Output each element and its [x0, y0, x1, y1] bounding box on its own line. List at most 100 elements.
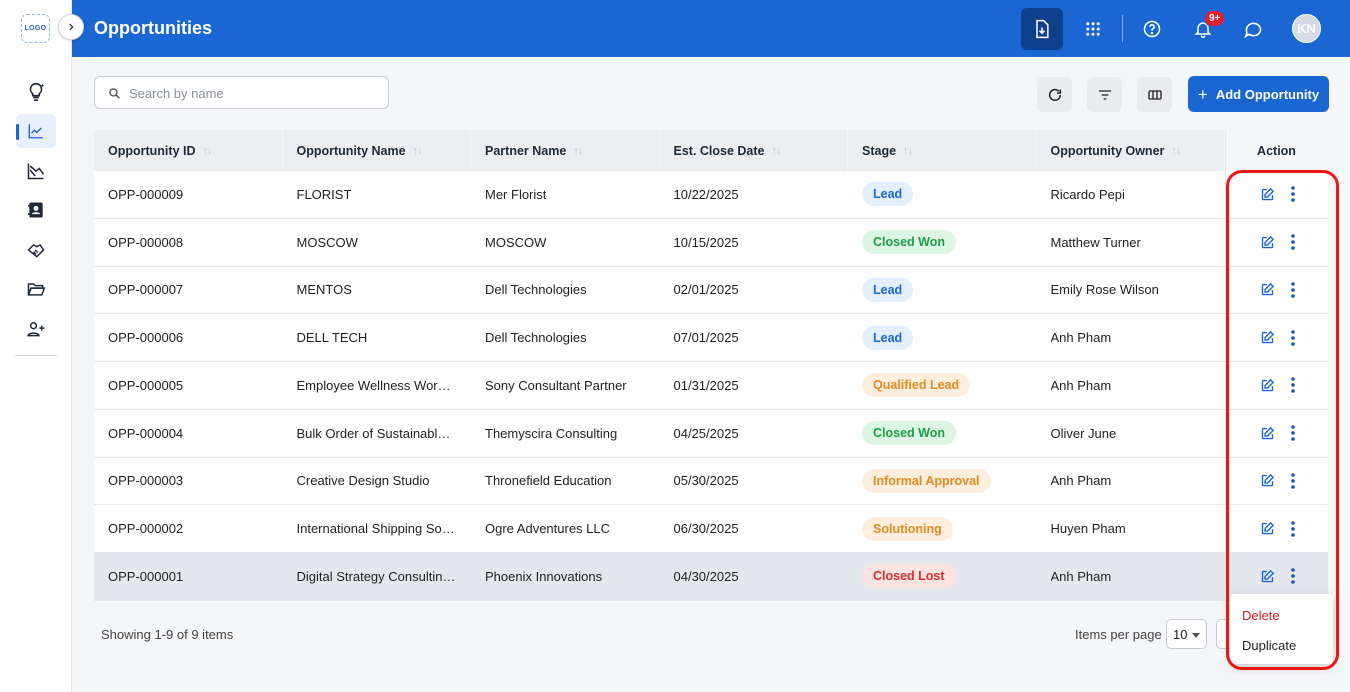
sidebar-item-opportunities[interactable] [0, 112, 72, 152]
cell-opportunity-name: International Shipping Solu... [283, 505, 472, 552]
stage-badge: Closed Lost [862, 564, 956, 589]
sidebar-item-reports[interactable] [0, 151, 72, 191]
cell-partner-name: Ogre Adventures LLC [471, 505, 660, 552]
more-options-button[interactable] [1290, 186, 1295, 203]
import-button[interactable] [1021, 8, 1063, 50]
cell-est-close-date: 01/31/2025 [660, 362, 849, 409]
edit-button[interactable] [1260, 473, 1275, 488]
items-per-page-label: Items per page [1075, 627, 1162, 642]
notification-badge: 9+ [1204, 10, 1226, 27]
table-row[interactable]: OPP-000001 Digital Strategy Consulting...… [94, 553, 1328, 601]
edit-button[interactable] [1260, 521, 1275, 536]
refresh-button[interactable] [1037, 77, 1072, 112]
cell-opportunity-name: Creative Design Studio [283, 458, 472, 505]
items-per-page-value: 10 [1173, 626, 1188, 642]
table-row[interactable]: OPP-000003 Creative Design Studio Thronefi… [94, 457, 1328, 506]
edit-icon [1261, 235, 1274, 248]
table-row[interactable]: OPP-000009 FLORIST Mer Florist 10/22/2025 Le… [94, 171, 1328, 219]
cell-partner-name-text: MOSCOW [485, 234, 547, 250]
add-opportunity-button[interactable]: + Add Opportunity [1188, 76, 1329, 112]
sidebar-item-contacts[interactable] [0, 191, 72, 231]
table-row[interactable]: OPP-000008 MOSCOW MOSCOW 10/15/2025 Closed W… [94, 218, 1328, 267]
header-divider [1122, 15, 1123, 42]
column-header-stage[interactable]: Stage ↑↓ [848, 130, 1037, 171]
cell-opportunity-id-text: OPP-000003 [108, 473, 184, 489]
table-row[interactable]: OPP-000007 MENTOS Dell Technologies 02/01/2… [94, 266, 1328, 315]
edit-button[interactable] [1260, 330, 1275, 345]
search-input[interactable] [129, 83, 379, 103]
cell-action [1225, 362, 1328, 409]
cell-opportunity-id-text: OPP-000005 [108, 377, 184, 393]
edit-button[interactable] [1260, 282, 1275, 297]
user-avatar[interactable]: KN [1292, 14, 1321, 43]
cell-opportunity-id: OPP-000008 [94, 219, 283, 266]
column-header-opportunity-id[interactable]: Opportunity ID ↑↓ [94, 130, 283, 171]
opportunities-table: Opportunity ID ↑↓ Opportunity Name ↑↓ Part… [94, 130, 1328, 601]
cell-opportunity-id: OPP-000009 [94, 171, 283, 218]
edit-button[interactable] [1260, 187, 1275, 202]
more-options-button[interactable] [1290, 234, 1295, 250]
cell-action [1225, 218, 1328, 266]
row-actions-menu: Delete Duplicate [1230, 594, 1333, 664]
cell-opportunity-owner-text: Anh Pham [1050, 377, 1112, 393]
columns-icon [1147, 89, 1162, 100]
cell-opportunity-owner-text: Anh Pham [1050, 473, 1112, 489]
more-options-button[interactable] [1290, 568, 1295, 585]
duplicate-menu-item[interactable]: Duplicate [1242, 638, 1297, 653]
filter-button[interactable] [1087, 77, 1122, 112]
add-user-icon [16, 312, 56, 346]
edit-icon [1261, 187, 1274, 201]
cell-opportunity-id-text: OPP-000001 [108, 568, 184, 584]
column-header-est-close-date[interactable]: Est. Close Date ↑↓ [660, 130, 848, 171]
delete-menu-item[interactable]: Delete [1242, 608, 1280, 623]
more-options-button[interactable] [1290, 520, 1295, 537]
cell-partner-name-text: Mer Florist [485, 186, 547, 202]
more-options-button[interactable] [1290, 473, 1295, 489]
cell-est-close-date-text: 04/25/2025 [673, 425, 739, 441]
table-row[interactable]: OPP-000002 International Shipping Solu...… [94, 505, 1328, 553]
sidebar-item-add-user[interactable] [0, 309, 72, 349]
cell-opportunity-owner: Huyen Pham [1037, 505, 1226, 552]
edit-icon [1261, 426, 1274, 439]
edit-button[interactable] [1260, 378, 1275, 393]
more-options-button[interactable] [1290, 425, 1295, 441]
table-row[interactable]: OPP-000004 Bulk Order of Sustainable ... T… [94, 409, 1328, 458]
chat-button[interactable] [1232, 8, 1274, 50]
edit-button[interactable] [1260, 569, 1275, 584]
table-row[interactable]: OPP-000005 Employee Wellness Works... Sony… [94, 362, 1328, 410]
items-per-page-select[interactable]: 10 [1166, 619, 1207, 649]
columns-button[interactable] [1137, 77, 1172, 112]
more-vertical-icon [1290, 186, 1295, 203]
sidebar-item-ideas[interactable] [0, 72, 72, 112]
cell-est-close-date-text: 10/22/2025 [673, 186, 739, 202]
sidebar-item-documents[interactable] [0, 270, 72, 310]
cell-opportunity-owner-text: Matthew Turner [1050, 234, 1141, 250]
edit-button[interactable] [1260, 235, 1275, 250]
help-button[interactable] [1131, 8, 1173, 50]
edit-button[interactable] [1260, 426, 1275, 441]
cell-partner-name: Mer Florist [471, 171, 660, 218]
table-body: OPP-000009 FLORIST Mer Florist 10/22/2025 Le… [94, 171, 1328, 601]
cell-est-close-date: 07/01/2025 [660, 314, 849, 361]
cell-opportunity-id-text: OPP-000007 [108, 282, 184, 298]
edit-icon [1261, 522, 1274, 535]
sidebar-item-deals[interactable] [0, 230, 72, 270]
column-header-opportunity-owner[interactable]: Opportunity Owner ↑↓ [1037, 130, 1225, 171]
table-row[interactable]: OPP-000006 DELL TECH Dell Technologies 07/0… [94, 314, 1328, 362]
more-options-button[interactable] [1290, 377, 1295, 394]
notifications-button[interactable]: 9+ [1182, 8, 1226, 50]
cell-opportunity-name: Employee Wellness Works... [283, 362, 472, 409]
cell-opportunity-owner-text: Emily Rose Wilson [1050, 282, 1159, 298]
cell-partner-name-text: Dell Technologies [485, 282, 587, 298]
more-options-button[interactable] [1290, 329, 1295, 346]
column-header-opportunity-name[interactable]: Opportunity Name ↑↓ [283, 130, 471, 171]
apps-button[interactable] [1072, 8, 1114, 50]
column-header-partner-name[interactable]: Partner Name ↑↓ [471, 130, 660, 171]
refresh-icon [1048, 88, 1061, 101]
cell-opportunity-owner-text: Ricardo Pepi [1050, 186, 1125, 202]
cell-partner-name: MOSCOW [471, 219, 660, 266]
cell-est-close-date: 04/30/2025 [660, 553, 849, 600]
more-options-button[interactable] [1290, 282, 1295, 298]
cell-opportunity-owner-text: Anh Pham [1050, 568, 1112, 584]
sidebar-toggle-button[interactable] [58, 14, 84, 40]
